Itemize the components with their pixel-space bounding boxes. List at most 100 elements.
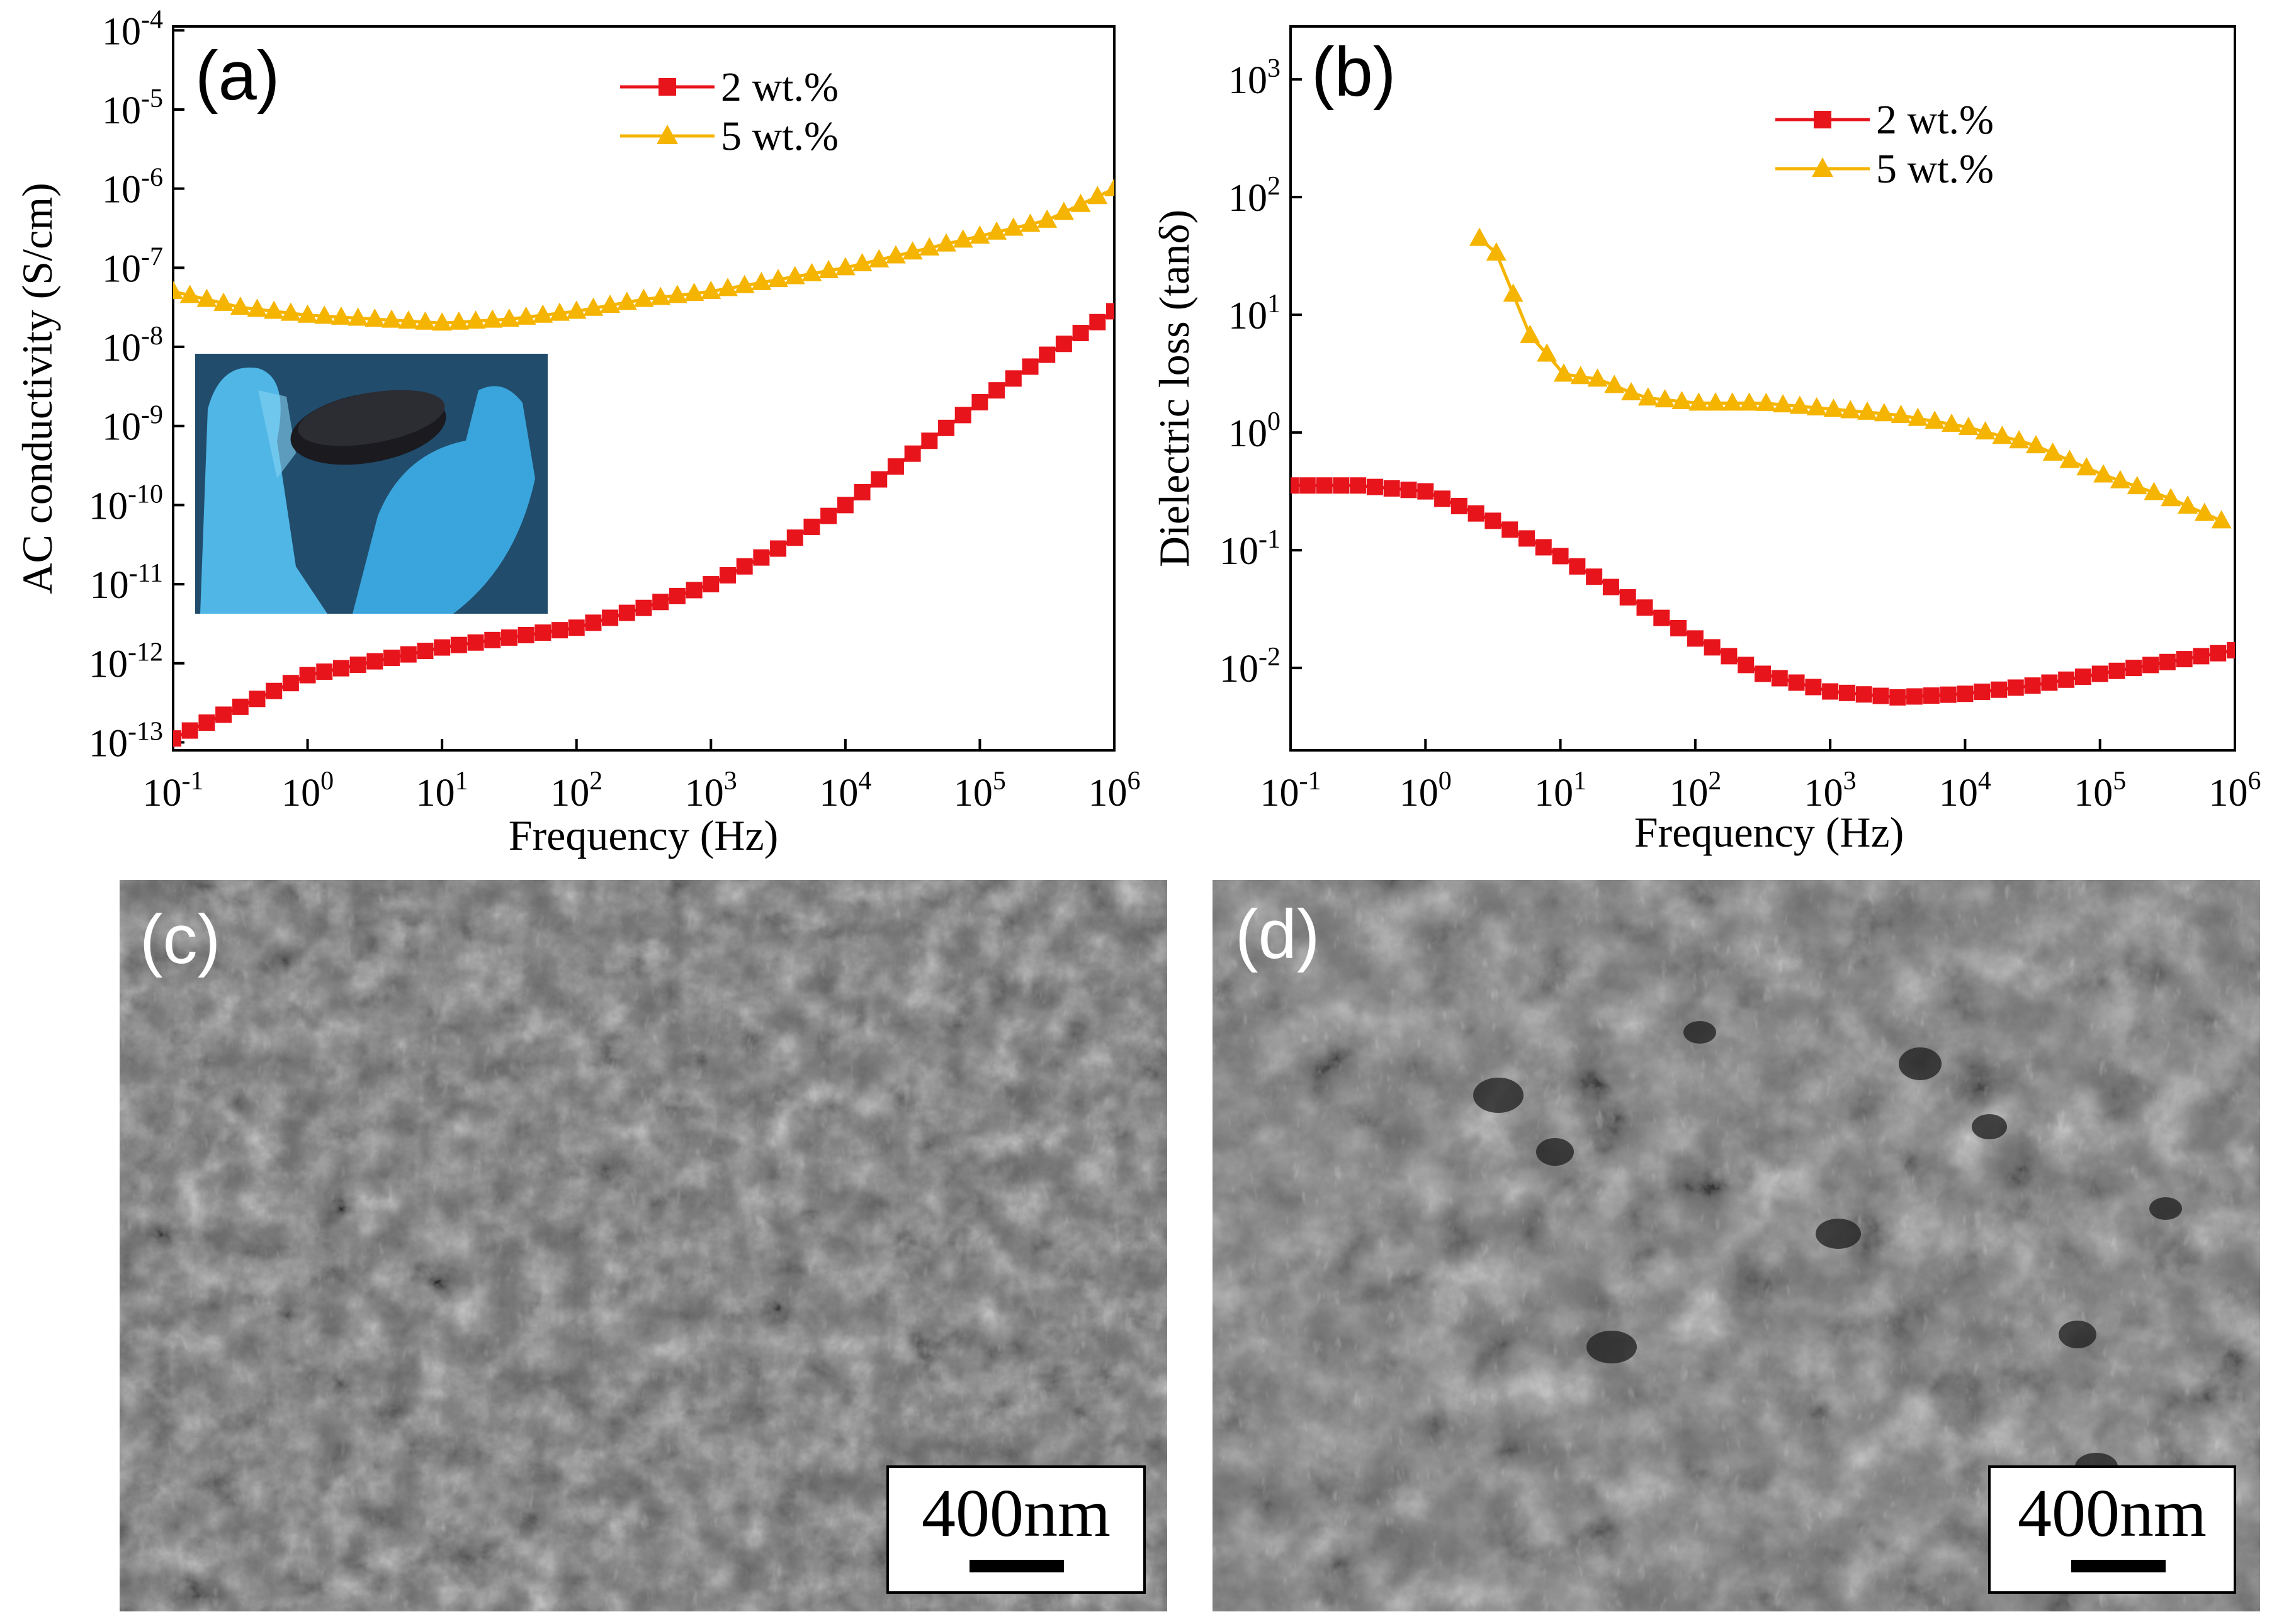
data-point — [2025, 435, 2046, 454]
data-point — [1653, 609, 1670, 626]
legend-label: 5 wt.% — [721, 113, 839, 159]
legend-marker — [1814, 111, 1831, 128]
data-point — [2110, 470, 2130, 488]
data-point — [869, 249, 890, 268]
data-point — [2159, 653, 2176, 670]
data-point — [1739, 392, 1760, 411]
data-point — [652, 594, 669, 611]
data-point — [2210, 645, 2227, 662]
data-point — [820, 507, 837, 524]
x-tick-label: 103 — [685, 767, 737, 815]
data-point — [2076, 457, 2097, 476]
data-point — [618, 604, 635, 621]
data-point — [1518, 530, 1535, 547]
y-tick-label: 10-12 — [89, 638, 163, 686]
panel-a-chart: (a) 10-1 100 101 102 103 104 105 106 10-13 10-12… — [13, 5, 1141, 859]
data-point — [1039, 346, 1056, 363]
y-tick-label: 103 — [1228, 54, 1281, 102]
data-point — [1469, 227, 1490, 246]
data-point — [1925, 410, 1945, 429]
panel-a-ylabel: AC conductivity (S/cm) — [13, 183, 61, 594]
y-tick-label: 10-1 — [1219, 525, 1281, 573]
data-point — [936, 233, 957, 252]
data-point — [616, 291, 637, 310]
data-point — [1840, 400, 1861, 419]
data-point — [1552, 548, 1569, 565]
data-point — [1535, 539, 1552, 556]
panel-a-frame — [172, 25, 1116, 752]
data-point — [1789, 395, 1810, 414]
data-point — [1992, 426, 2013, 444]
data-point — [297, 304, 318, 323]
data-point — [2193, 648, 2210, 665]
data-point — [669, 587, 686, 604]
data-point — [650, 286, 671, 305]
data-point — [953, 229, 973, 248]
data-point — [1771, 670, 1788, 687]
data-point — [970, 225, 990, 244]
data-point — [803, 518, 820, 535]
data-point — [282, 675, 299, 692]
data-point — [484, 631, 501, 648]
data-point — [1908, 407, 1928, 426]
data-point — [1705, 392, 1726, 411]
inset-photo — [195, 354, 548, 614]
x-tick-label: 106 — [2209, 767, 2261, 815]
scale-bar-d: 400nm — [1988, 1465, 2236, 1594]
data-point — [1070, 193, 1091, 212]
y-tick-label: 10-4 — [102, 5, 163, 53]
data-point — [1553, 363, 1574, 382]
x-tick-label: 105 — [2074, 767, 2126, 815]
data-point — [415, 311, 436, 330]
data-point — [854, 483, 871, 500]
data-point — [954, 407, 971, 424]
data-point — [768, 269, 789, 288]
panel-c-label: (c) — [140, 901, 220, 978]
data-point — [1991, 681, 2007, 698]
data-point — [1587, 368, 1608, 387]
data-point — [1636, 599, 1653, 616]
data-point — [871, 471, 888, 488]
y-tick-label: 101 — [1228, 290, 1281, 337]
data-point — [2227, 642, 2235, 659]
data-point — [213, 292, 234, 311]
data-point — [2093, 464, 2114, 483]
data-point — [1299, 477, 1316, 494]
data-point — [181, 722, 198, 739]
data-point — [1942, 414, 1962, 432]
data-point — [887, 458, 904, 475]
data-point — [1400, 482, 1417, 499]
data-point — [1022, 358, 1039, 375]
x-tick-label: 10-1 — [143, 767, 204, 815]
data-point — [1755, 665, 1771, 682]
data-point — [2024, 677, 2041, 694]
data-point — [1417, 483, 1434, 500]
data-point — [500, 629, 517, 646]
data-point — [667, 285, 687, 303]
data-point — [1602, 578, 1619, 595]
data-point — [835, 257, 856, 276]
x-tick-label: 102 — [1669, 767, 1721, 815]
data-point — [247, 298, 268, 317]
data-point — [1467, 505, 1484, 522]
data-point — [852, 253, 873, 272]
data-point — [516, 306, 536, 325]
scale-bar-c-text: 400nm — [922, 1476, 1111, 1551]
data-point — [1537, 343, 1558, 362]
data-point — [264, 300, 285, 319]
data-point — [482, 309, 503, 328]
data-point — [179, 285, 200, 303]
data-point — [434, 639, 451, 656]
panel-d-label: (d) — [1235, 896, 1320, 973]
data-point — [1087, 186, 1108, 205]
data-point — [734, 274, 755, 293]
data-point — [1484, 512, 1501, 529]
data-point — [499, 308, 519, 327]
x-tick-label: 105 — [954, 767, 1006, 815]
data-point — [583, 297, 604, 316]
x-tick-label: 101 — [1534, 767, 1586, 815]
data-point — [2144, 482, 2164, 500]
data-point — [417, 643, 434, 660]
data-point — [365, 308, 385, 327]
data-point — [1503, 283, 1524, 302]
